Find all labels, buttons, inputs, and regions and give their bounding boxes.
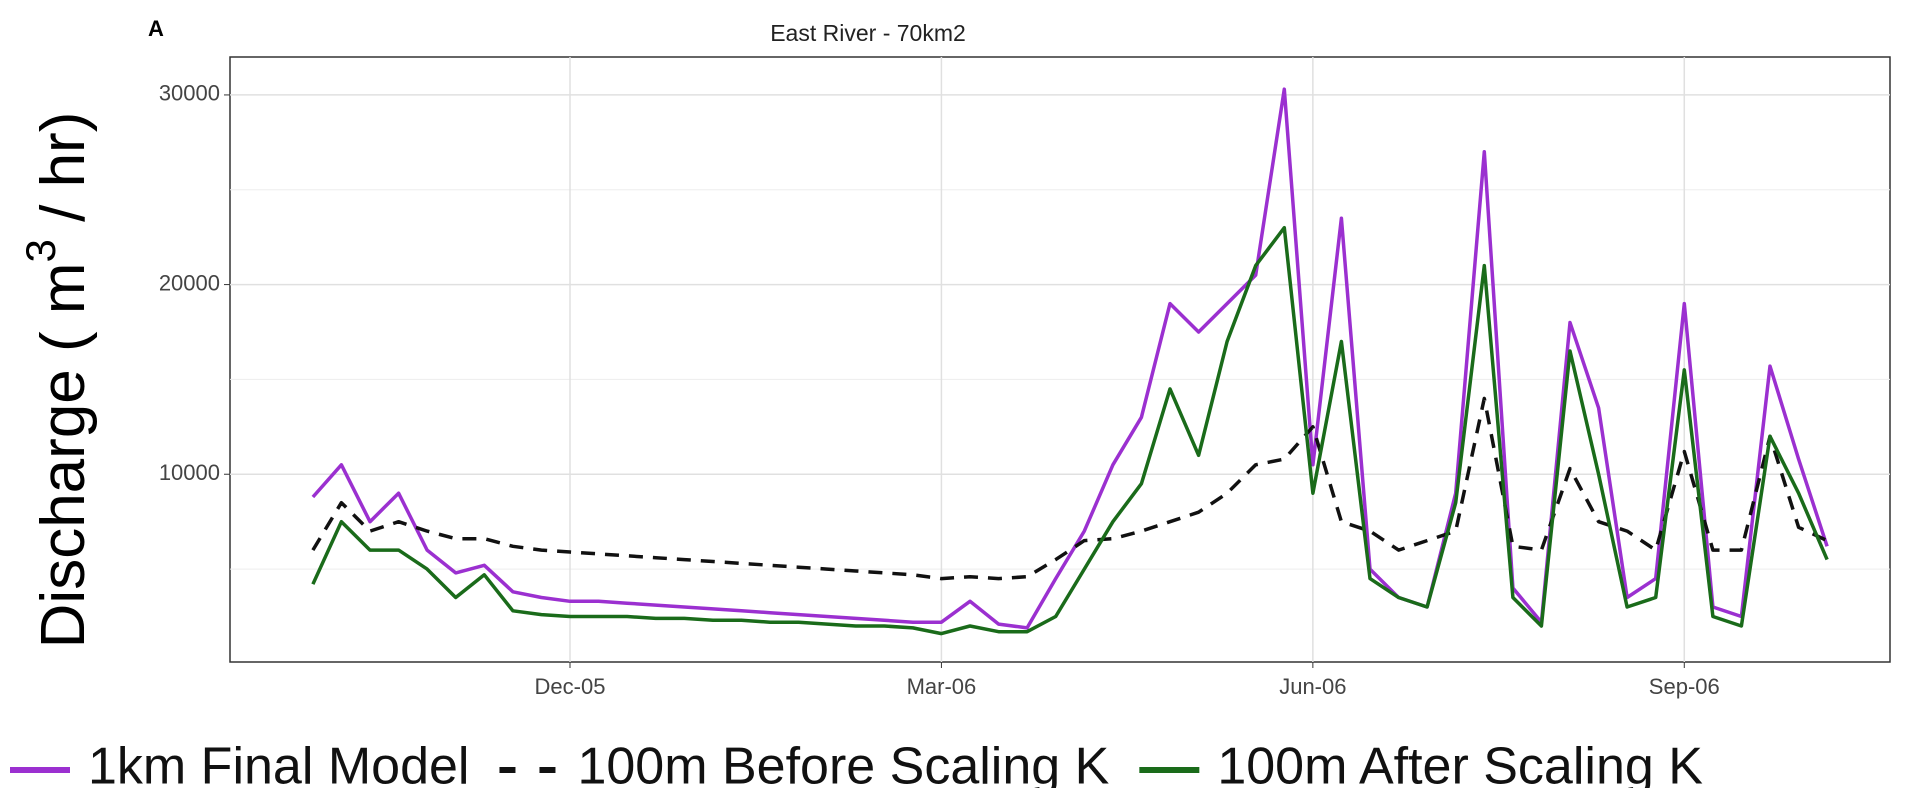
y-tick-label: 10000 [159, 460, 220, 485]
series-line [311, 396, 1828, 581]
x-tick-label: Jun-06 [1279, 674, 1346, 699]
y-axis-label-part: 3 [17, 239, 64, 262]
x-tick-label: Sep-06 [1649, 674, 1720, 699]
plot-frame [229, 56, 1891, 663]
y-tick-label: 30000 [159, 81, 220, 106]
legend-label: 100m Before Scaling K [577, 738, 1109, 788]
legend-label: 1km Final Model [88, 738, 469, 788]
y-tick-label: 20000 [159, 270, 220, 295]
series-line [311, 225, 1829, 636]
series-line [311, 87, 1829, 630]
legend: 1km Final Model 100m Before Scaling K 100m… [10, 738, 1703, 793]
y-axis-label-part: Discharge ( m [29, 262, 98, 648]
y-axis-label-part: / hr) [29, 112, 98, 239]
panel-label: A [148, 16, 164, 41]
grid [230, 57, 1890, 662]
x-tick-label: Mar-06 [907, 674, 977, 699]
chart-title: East River - 70km2 [770, 20, 966, 46]
x-tick-label: Dec-05 [535, 674, 606, 699]
legend-label: 100m After Scaling K [1217, 738, 1703, 788]
y-axis-label: Discharge ( m3 / hr) [17, 112, 98, 649]
